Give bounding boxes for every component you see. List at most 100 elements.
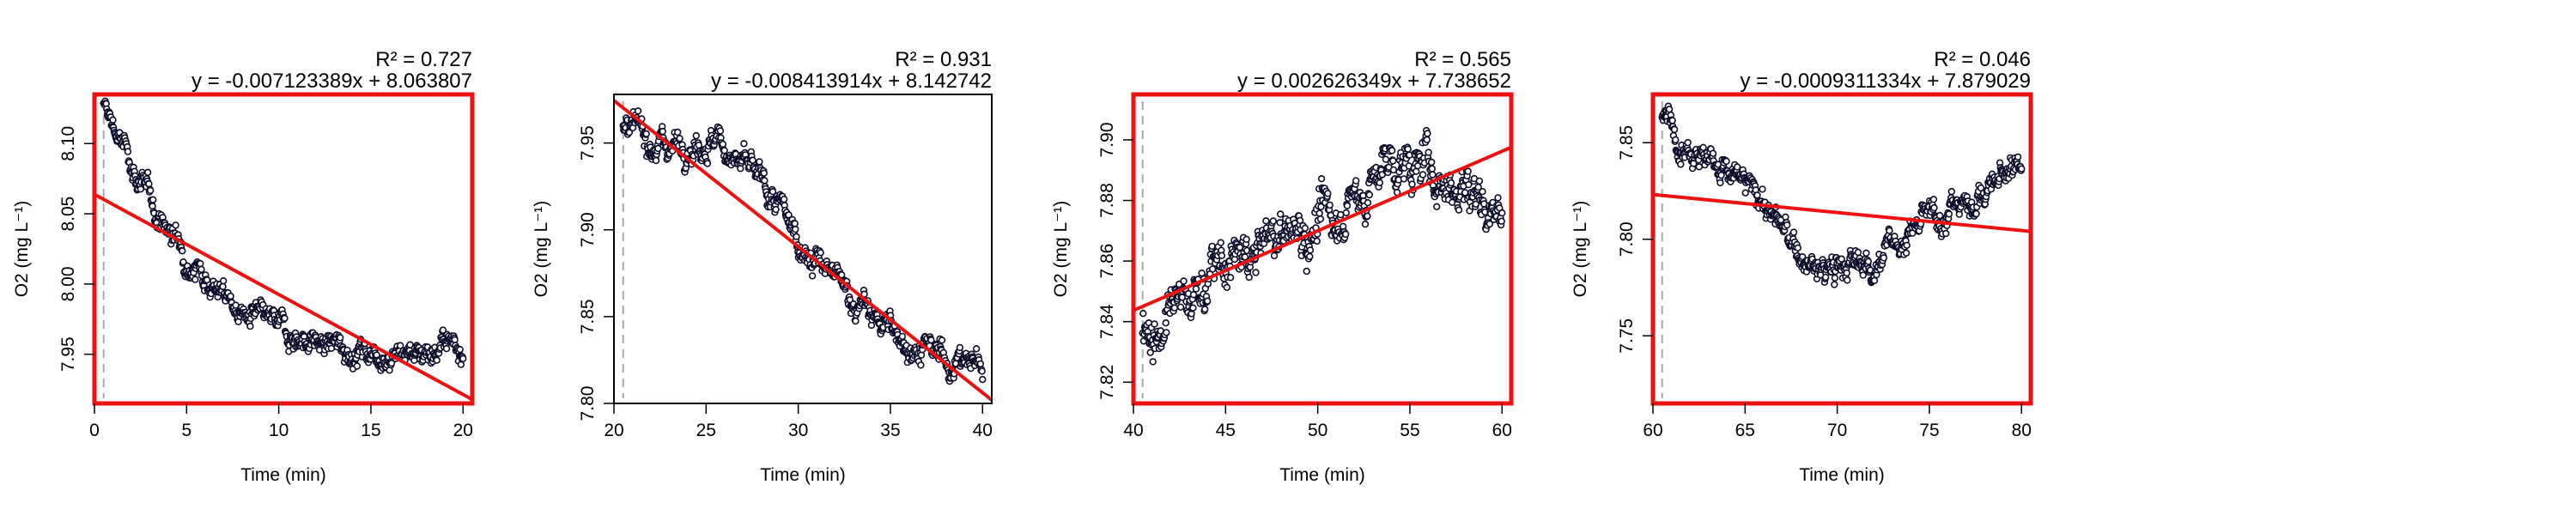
data-point (1870, 276, 1879, 284)
data-point (1317, 175, 1326, 183)
data-point (1947, 187, 1956, 196)
data-point (1429, 171, 1437, 179)
data-point (1859, 271, 1868, 279)
data-point (2018, 165, 2026, 173)
data-point (976, 360, 985, 368)
data-point (1930, 203, 1938, 212)
data-point (1427, 158, 1436, 167)
r-squared-label: R² = 0.046 (1934, 48, 2031, 71)
data-point (1146, 348, 1154, 356)
data-point (1208, 265, 1217, 273)
data-point (791, 220, 799, 227)
regression-line (1653, 192, 2031, 233)
data-point (1465, 180, 1473, 189)
regression-line (1133, 145, 1511, 312)
data-point (1844, 276, 1851, 284)
x-tick-label: 80 (2012, 421, 2032, 440)
data-point (124, 148, 132, 155)
data-point (1903, 241, 1911, 249)
data-point (1854, 248, 1862, 257)
x-tick-label: 0 (89, 421, 100, 440)
data-point (1364, 199, 1372, 207)
data-point (1170, 304, 1179, 312)
data-point (1716, 179, 1724, 187)
data-point (642, 130, 650, 138)
y-tick-label: 7.75 (1617, 318, 1637, 354)
data-point (1317, 203, 1325, 211)
y-tick-label: 8.10 (58, 126, 78, 161)
data-point (1269, 217, 1278, 225)
data-point (654, 144, 662, 153)
data-point (1241, 253, 1249, 261)
data-point (1821, 273, 1830, 282)
data-point (1831, 274, 1839, 282)
x-axis-title: Time (min) (1279, 465, 1365, 485)
x-tick-label: 5 (181, 421, 191, 440)
data-point (652, 156, 660, 165)
data-point (1315, 209, 1323, 217)
data-point (659, 127, 666, 136)
data-point (1425, 148, 1432, 156)
data-point (1326, 201, 1334, 209)
plot-frame (1650, 92, 2033, 406)
data-point (1902, 249, 1911, 257)
data-point (281, 314, 289, 322)
data-point (1341, 230, 1350, 239)
data-point (749, 156, 756, 164)
data-point (1324, 190, 1332, 197)
data-point (1498, 209, 1506, 217)
data-point (1389, 157, 1397, 165)
x-axis-title: Time (min) (1799, 465, 1885, 485)
data-point (1303, 267, 1310, 276)
y-tick-label: 7.88 (1097, 183, 1117, 218)
data-point (1789, 228, 1798, 236)
data-point (692, 131, 700, 140)
regression-equation: y = 0.002626349x + 7.738652 (1237, 70, 1511, 93)
data-point (337, 334, 344, 342)
data-point (1733, 163, 1741, 171)
data-point (1262, 217, 1270, 225)
data-point (1276, 210, 1285, 218)
data-point (772, 205, 780, 214)
data-point (785, 211, 793, 219)
data-point (1163, 329, 1170, 336)
data-point (938, 336, 946, 344)
plot-frame (1131, 92, 1514, 406)
data-point (1862, 249, 1870, 257)
data-point (1400, 175, 1408, 183)
data-point (978, 367, 986, 375)
data-point (1364, 212, 1371, 220)
data-point (716, 127, 725, 135)
data-point (760, 169, 768, 177)
data-point (1831, 281, 1838, 288)
y-tick-label: 7.84 (1097, 304, 1117, 339)
data-point (433, 356, 440, 364)
data-point (1388, 147, 1396, 154)
y-axis-title: O2 (mg L⁻¹) (1051, 201, 1071, 298)
data-point (1945, 210, 1953, 218)
data-point (1276, 219, 1284, 227)
x-tick-label: 50 (1308, 421, 1327, 440)
data-point (147, 186, 155, 195)
data-point (740, 140, 748, 148)
data-point (1352, 177, 1360, 185)
x-tick-label: 60 (1492, 421, 1512, 440)
data-point (1389, 166, 1398, 174)
data-points (1658, 102, 2026, 288)
data-point (1198, 270, 1206, 277)
y-tick-label: 7.86 (1097, 244, 1117, 279)
data-point (793, 233, 800, 240)
data-point (676, 135, 683, 142)
data-point (1423, 136, 1431, 144)
data-point (1794, 244, 1802, 251)
data-point (1485, 220, 1494, 228)
data-point (1699, 143, 1707, 152)
x-tick-label: 10 (269, 421, 289, 440)
x-axis-title: Time (min) (240, 465, 326, 485)
data-point (1217, 239, 1224, 246)
data-point (1717, 171, 1725, 179)
data-point (1464, 167, 1472, 175)
data-point (1189, 291, 1198, 299)
data-point (1151, 320, 1158, 328)
regression-equation: y = -0.007123389x + 8.063807 (191, 70, 472, 93)
